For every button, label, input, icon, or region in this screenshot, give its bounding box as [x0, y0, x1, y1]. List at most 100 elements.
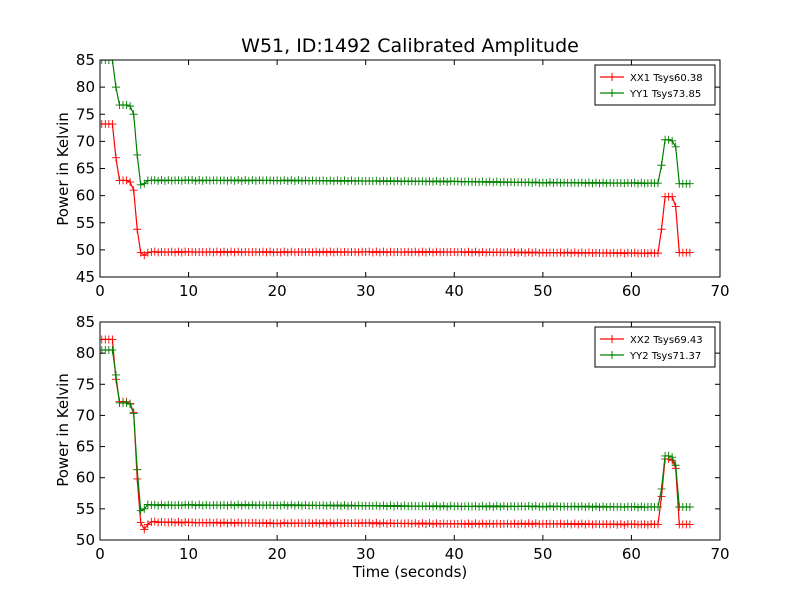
data-point — [283, 501, 292, 510]
data-point — [528, 502, 537, 511]
data-point — [429, 520, 438, 529]
data-point — [365, 247, 374, 256]
data-point — [230, 248, 239, 257]
data-point — [570, 178, 579, 187]
data-point — [227, 247, 236, 256]
data-point — [157, 176, 166, 185]
data-point — [382, 502, 391, 511]
data-point — [464, 519, 473, 528]
chart-title: W51, ID:1492 Calibrated Amplitude — [241, 35, 579, 57]
data-point — [485, 501, 494, 510]
data-point — [223, 519, 232, 528]
data-point — [133, 465, 142, 474]
data-point — [111, 83, 120, 92]
data-point — [136, 518, 145, 527]
data-point — [443, 177, 452, 186]
data-point — [329, 519, 338, 528]
data-point — [244, 176, 253, 185]
data-point — [154, 518, 163, 527]
data-point — [538, 502, 547, 511]
data-point — [164, 500, 173, 509]
top-axis-ticks: 0 10 20 30 40 50 60 70 45 50 55 60 65 70 75 80 85 — [76, 51, 730, 300]
data-point — [563, 519, 572, 528]
data-point — [581, 249, 590, 258]
data-point — [188, 500, 197, 509]
data-point — [212, 518, 221, 527]
data-point — [471, 247, 480, 256]
data-point — [613, 520, 622, 529]
data-point — [425, 177, 434, 186]
data-point — [351, 177, 360, 186]
data-point — [425, 501, 434, 510]
data-point — [471, 519, 480, 528]
data-point — [482, 178, 491, 187]
y-tick-label: 70 — [76, 406, 95, 424]
data-point — [668, 453, 677, 462]
data-point — [654, 502, 662, 511]
data-point — [468, 248, 476, 257]
data-point — [340, 501, 349, 510]
data-point — [521, 520, 530, 529]
data-point — [241, 500, 250, 509]
data-point — [308, 519, 317, 528]
data-point — [157, 500, 166, 509]
data-point — [136, 506, 145, 515]
top-y-axis-label: Power in Kelvin — [54, 112, 72, 226]
x-tick-label: 10 — [179, 282, 198, 300]
data-point — [258, 247, 267, 256]
data-point — [386, 176, 395, 185]
data-point — [506, 520, 515, 529]
data-point — [432, 519, 441, 528]
x-tick-label: 30 — [356, 545, 375, 563]
data-point — [280, 247, 289, 256]
data-point — [251, 176, 260, 185]
data-point — [521, 502, 530, 511]
data-point — [315, 248, 324, 257]
data-point — [627, 502, 636, 511]
data-point — [273, 519, 282, 528]
data-point — [531, 248, 540, 257]
data-point — [375, 519, 384, 528]
data-point — [294, 176, 303, 185]
data-point — [372, 176, 381, 185]
data-point — [287, 176, 296, 185]
data-point — [584, 502, 593, 511]
data-point — [322, 501, 331, 510]
data-point — [685, 179, 694, 188]
data-point — [251, 501, 260, 510]
data-point — [542, 502, 551, 511]
legend-entry: YY1 Tsys73.85 — [629, 89, 701, 100]
data-point — [379, 247, 388, 256]
data-point — [209, 248, 218, 257]
data-point — [280, 176, 289, 185]
data-point — [198, 501, 207, 510]
data-point — [269, 519, 278, 528]
data-point — [517, 519, 526, 528]
data-point — [517, 248, 526, 257]
data-point — [421, 520, 430, 529]
data-point — [668, 192, 677, 201]
data-point — [262, 519, 271, 528]
data-point — [616, 519, 625, 528]
data-point — [333, 518, 342, 527]
data-point — [344, 502, 352, 511]
x-tick-label: 10 — [179, 545, 198, 563]
data-point — [671, 461, 680, 470]
y-tick-label: 60 — [76, 187, 95, 205]
data-point — [606, 520, 615, 529]
bottom-axis-ticks: 0 10 20 30 40 50 60 70 50 55 60 65 70 75 80 85 — [76, 313, 730, 563]
x-tick-label: 30 — [356, 282, 375, 300]
data-point — [336, 502, 345, 511]
data-point — [685, 520, 694, 529]
data-point — [280, 518, 289, 527]
y-tick-label: 75 — [76, 105, 95, 123]
data-point — [657, 161, 666, 170]
data-point — [379, 176, 388, 185]
x-tick-label: 40 — [445, 282, 464, 300]
top-plot-area — [99, 59, 721, 278]
top-series-markers-1 — [100, 120, 694, 260]
data-point — [382, 177, 391, 186]
data-point — [588, 503, 597, 512]
data-point — [140, 525, 149, 534]
